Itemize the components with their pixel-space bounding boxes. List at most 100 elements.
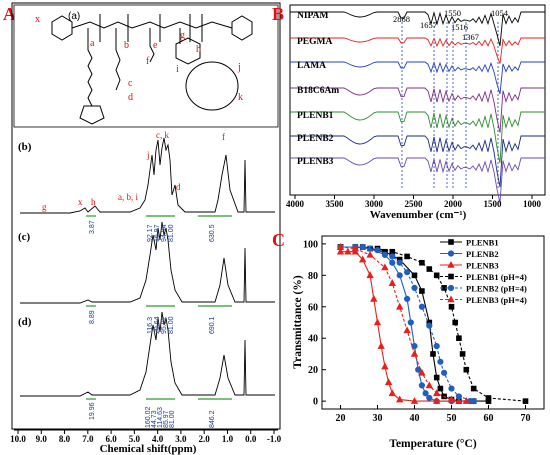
integral-values: 3.87 92.17 16.97 94.94 81.00 630.5 8.89 … [89, 220, 216, 428]
band-1367: 1367 [462, 32, 479, 42]
ftir-label-plenb2: PLENB2 [297, 134, 334, 144]
ftir-trace [290, 111, 545, 164]
data-point [374, 247, 381, 254]
panel-a-frame [11, 2, 281, 430]
ftir-x-tick-label: 1500 [484, 199, 503, 209]
ftir-trace [290, 87, 545, 133]
data-point [418, 368, 426, 376]
y-tick-label: 100 [303, 239, 318, 250]
data-point [433, 389, 441, 397]
data-point [447, 395, 456, 403]
data-point [426, 266, 433, 272]
integral-c-1: 8.89 [89, 310, 96, 324]
data-point [344, 247, 352, 255]
data-point [336, 247, 345, 255]
legend-item: PLENB1 [440, 238, 499, 248]
data-point [437, 358, 444, 365]
integral-c-3: 20.64 [154, 316, 161, 334]
integral-c-2: 116.3 [147, 317, 154, 334]
data-point [485, 395, 492, 401]
nmr-d-sublabel: (d) [18, 316, 32, 328]
data-point [422, 390, 429, 397]
legend-label: PLENB2 (pH=4) [466, 284, 527, 294]
x-tick-label: 60 [484, 413, 494, 424]
data-point [447, 260, 455, 268]
letter-i: i [176, 64, 179, 75]
y-tick-label: 80 [308, 271, 318, 282]
data-point [448, 303, 455, 310]
peak-label-x: x [78, 197, 83, 207]
integral-b-1: 3.87 [89, 220, 96, 234]
integral-d-2: 160.02 [145, 406, 152, 428]
integral-b-4: 94.94 [161, 224, 168, 242]
nmr-x-tick-label: 4.0 [152, 434, 164, 444]
data-point [411, 342, 418, 350]
ftir-band-guides [401, 22, 499, 190]
data-point [389, 253, 396, 260]
peak-label-abi: a, b, i [118, 192, 138, 202]
nmr-x-tick-label: -1.0 [267, 434, 282, 444]
data-point [418, 382, 425, 389]
nmr-x-tick-label: 8.0 [59, 434, 71, 444]
data-point [389, 259, 396, 266]
series-plenb3 [336, 247, 463, 404]
ftir-x-ticks: 4000 3500 3000 2500 2000 1500 1000 [286, 195, 542, 209]
data-point [426, 394, 433, 402]
legend-label: PLENB3 (pH=4) [466, 295, 527, 305]
crown-ether-ring [185, 61, 239, 111]
letter-x: x [35, 14, 40, 25]
data-point [447, 295, 455, 303]
ftir-x-tick-label: 1000 [523, 199, 542, 209]
crown-ether-benzo [175, 37, 201, 65]
nmr-peak-labels: g x h a, b, i c, k j d f [42, 130, 225, 212]
data-point [433, 342, 440, 350]
data-point [403, 295, 411, 303]
side-chain-pegma [115, 28, 121, 91]
band-1516: 1516 [451, 22, 468, 32]
band-1054: 1054 [491, 8, 509, 18]
nmr-x-ticks: 10.0 9.0 8.0 7.0 6.0 5.0 4.0 3.0 2.0 1.0 0.0 -1.0 [10, 430, 282, 444]
data-point [447, 284, 455, 292]
ftir-label-plenb1: PLENB1 [297, 111, 334, 121]
nmr-x-tick-label: 1.0 [222, 434, 234, 444]
integral-d-7: 846.2 [209, 410, 216, 428]
panel-c-label: C [272, 230, 285, 250]
data-point [419, 288, 425, 294]
nmr-trace-d [20, 311, 275, 397]
data-point [425, 381, 433, 389]
integral-b-5: 81.00 [168, 224, 175, 242]
data-point [359, 255, 367, 263]
data-point [411, 284, 418, 291]
x-tick-label: 30 [373, 413, 383, 424]
ftir-label-lama: LAMA [297, 61, 326, 71]
data-point [522, 398, 529, 404]
nmr-trace-b [20, 137, 275, 214]
integral-d-4: 114.63 [157, 407, 164, 428]
integral-c-5: 81.00 [168, 316, 175, 334]
data-point [381, 263, 389, 271]
ftir-trace [290, 157, 545, 203]
data-point [366, 250, 374, 258]
ftir-label-nipam: NIPAM [297, 11, 329, 21]
letter-h: h [196, 44, 201, 55]
letter-g: g [180, 30, 185, 41]
band-2868: 2868 [393, 14, 410, 24]
y-axis-label: Transmittance (%) [292, 275, 304, 369]
legend-item: PLENB2 (pH=4) [440, 284, 527, 294]
data-point [410, 397, 419, 404]
legend-label: PLENB3 [466, 261, 499, 271]
data-point [404, 253, 410, 260]
ftir-x-label: Wavenumber (cm⁻¹) [370, 209, 467, 221]
ftir-traces [290, 10, 545, 203]
integral-b-6: 630.5 [209, 224, 216, 242]
panel-a-label: A [3, 4, 16, 24]
y-tick-label: 20 [308, 365, 318, 376]
panel-b-label: B [272, 4, 284, 24]
ftir-label-pegma: PEGMA [297, 37, 332, 47]
legend-label: PLENB1 [466, 238, 499, 248]
nmr-x-tick-label: 6.0 [105, 434, 117, 444]
integral-c-6: 690.1 [209, 316, 216, 334]
letter-e: e [153, 40, 158, 51]
